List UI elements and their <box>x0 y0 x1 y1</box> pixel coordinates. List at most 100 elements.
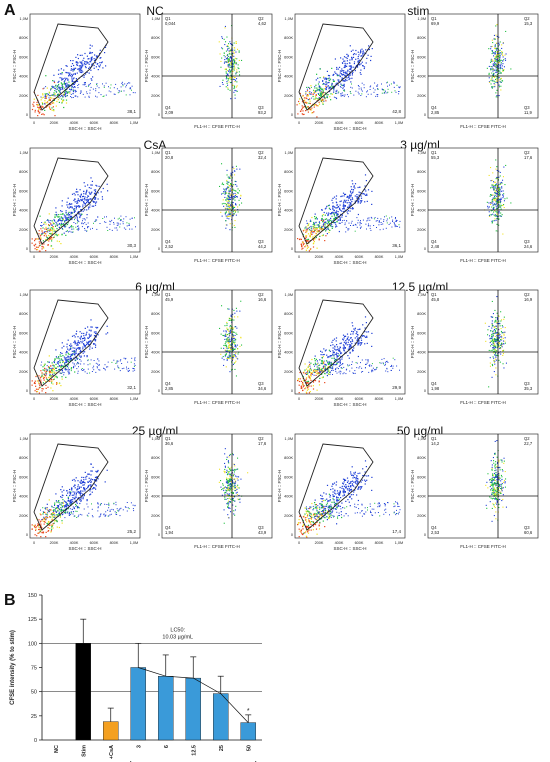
event-dot <box>500 81 502 83</box>
event-dot <box>361 200 363 202</box>
event-dot <box>333 206 335 208</box>
event-dot <box>321 370 323 372</box>
event-dot <box>91 59 93 61</box>
plot-frame <box>427 13 539 119</box>
event-dot <box>351 364 353 365</box>
event-dot <box>125 216 127 218</box>
event-dot <box>60 213 62 215</box>
event-dot <box>490 187 492 189</box>
event-dot <box>69 217 71 219</box>
event-dot <box>327 223 329 225</box>
event-dot <box>227 197 229 199</box>
event-dot <box>226 339 228 341</box>
event-dot <box>345 56 347 59</box>
event-dot <box>232 356 234 358</box>
x-tick-label: 600K <box>355 121 364 125</box>
event-dot <box>348 339 350 341</box>
event-dot <box>496 76 498 78</box>
event-dot <box>368 365 370 366</box>
event-dot <box>311 233 313 236</box>
event-dot <box>337 79 339 81</box>
event-dot <box>74 73 76 75</box>
event-dot <box>361 90 363 92</box>
event-dot <box>62 100 64 102</box>
event-dot <box>83 355 85 357</box>
event-dot <box>312 385 314 387</box>
event-dot <box>83 332 85 335</box>
event-dot <box>319 377 321 379</box>
event-dot <box>379 362 381 364</box>
event-dot <box>61 79 63 81</box>
event-dot <box>232 358 234 360</box>
event-dot <box>327 94 329 96</box>
event-dot <box>323 88 325 90</box>
event-dot <box>351 188 353 190</box>
event-dot <box>310 225 312 228</box>
y-tick-label: 800K <box>151 170 160 174</box>
event-dot <box>51 238 53 240</box>
event-dot <box>89 52 91 54</box>
event-dot <box>493 204 495 206</box>
gate-percentage: 38,1 <box>127 109 136 114</box>
event-dot <box>78 341 80 343</box>
event-dot <box>71 207 73 209</box>
event-dot <box>47 219 49 221</box>
event-dot <box>348 195 351 197</box>
event-dot <box>72 362 74 364</box>
event-dot <box>324 366 326 368</box>
event-dot <box>89 51 91 53</box>
event-dot <box>114 217 115 219</box>
event-dot <box>91 371 93 372</box>
event-dot <box>228 47 230 49</box>
event-dot <box>78 347 80 349</box>
event-dot <box>118 367 120 369</box>
event-dot <box>503 193 505 195</box>
event-dot <box>368 48 370 51</box>
event-dot <box>324 221 326 223</box>
event-dot <box>102 187 104 190</box>
event-dot <box>338 371 340 373</box>
event-dot <box>327 85 329 87</box>
event-dot <box>491 53 493 55</box>
event-dot <box>55 363 57 365</box>
event-dot <box>94 192 96 194</box>
event-dot <box>85 193 87 195</box>
event-dot <box>48 366 51 369</box>
event-dot <box>59 219 61 221</box>
event-dot <box>106 183 108 185</box>
y-tick-label: 0 <box>158 247 160 251</box>
event-dot <box>369 365 371 367</box>
event-dot <box>120 359 122 361</box>
event-dot <box>498 84 500 86</box>
event-dot <box>350 341 352 343</box>
event-dot <box>39 386 41 388</box>
event-dot <box>495 192 497 194</box>
event-dot <box>225 353 227 355</box>
event-dot <box>74 219 75 221</box>
y-tick-label: 800K <box>19 312 28 316</box>
event-dot <box>350 50 352 52</box>
event-dot <box>239 345 241 347</box>
event-dot <box>234 59 236 61</box>
event-dot <box>305 245 307 247</box>
event-dot <box>126 222 128 224</box>
event-dot <box>86 197 88 199</box>
event-dot <box>88 84 89 86</box>
event-dot <box>94 220 96 222</box>
event-dot <box>229 50 231 52</box>
event-dot <box>344 79 346 81</box>
event-dot <box>56 370 58 372</box>
event-dot <box>297 378 300 380</box>
event-dot <box>346 60 348 62</box>
event-dot <box>236 196 238 198</box>
event-dot <box>355 65 358 67</box>
event-dot <box>86 201 88 203</box>
event-dot <box>347 54 349 56</box>
event-dot <box>57 363 59 365</box>
event-dot <box>491 60 493 62</box>
event-dot <box>35 388 38 390</box>
event-dot <box>398 86 400 88</box>
event-dot <box>232 313 234 315</box>
event-dot <box>232 208 234 210</box>
quadrant-label: Q1 <box>165 292 171 297</box>
